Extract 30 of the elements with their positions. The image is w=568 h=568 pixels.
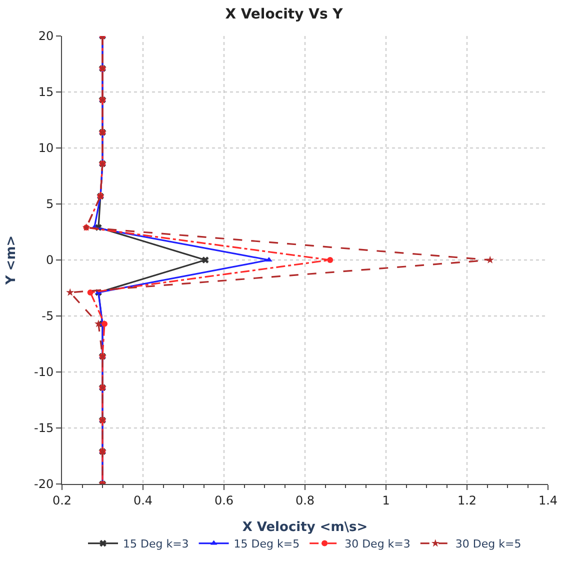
- y-tick-label: 10: [38, 141, 54, 156]
- x-tick-label: 1.4: [538, 493, 558, 508]
- legend-label: 15 Deg k=3: [123, 538, 189, 551]
- x-tick-label: 0.8: [295, 493, 315, 508]
- point: [87, 289, 94, 296]
- x-tick-label: 0.2: [52, 493, 72, 508]
- y-tick-label: 15: [38, 85, 54, 100]
- point: [66, 288, 74, 296]
- point: [102, 320, 108, 327]
- y-axis-title: Y <m>: [4, 235, 19, 286]
- y-tick-label: -15: [34, 421, 54, 436]
- x-tick-label: 1.2: [457, 493, 477, 508]
- point: [327, 257, 334, 263]
- x-axis-title: X Velocity <m\s>: [242, 520, 368, 535]
- point: [94, 320, 102, 328]
- y-tick-label: -5: [42, 309, 54, 324]
- x-tick-label: 0.6: [214, 493, 234, 508]
- y-tick-label: -20: [34, 477, 54, 492]
- point: [486, 256, 494, 264]
- x-tick-label: 1: [382, 493, 390, 508]
- legend-label: 15 Deg k=5: [234, 538, 300, 551]
- y-tick-label: 0: [46, 253, 54, 268]
- x-tick-label: 0.4: [133, 493, 153, 508]
- y-tick-label: 20: [38, 29, 54, 44]
- legend-label: 30 Deg k=3: [344, 538, 410, 551]
- point: [202, 256, 209, 264]
- y-tick-label: 5: [46, 197, 54, 212]
- chart-title: X Velocity Vs Y: [225, 6, 344, 22]
- y-tick-label: -10: [34, 365, 54, 380]
- legend-label: 30 Deg k=5: [455, 538, 522, 551]
